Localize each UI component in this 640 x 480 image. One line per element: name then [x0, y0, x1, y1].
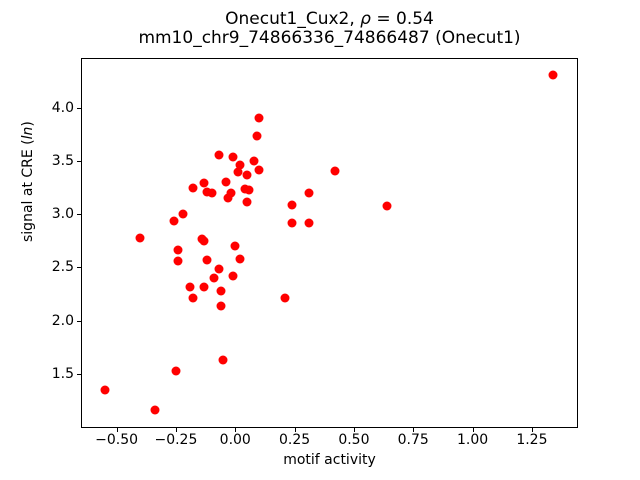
scatter-point — [216, 301, 226, 311]
scatter-point — [209, 273, 219, 283]
scatter-point — [207, 188, 217, 198]
scatter-point — [173, 256, 183, 266]
x-tick-label: −0.50 — [95, 432, 139, 448]
title-gene-pair: Onecut1_Cux2, — [225, 9, 361, 29]
y-tick — [77, 161, 81, 163]
x-tick-label: 1.00 — [456, 432, 489, 448]
scatter-point — [304, 188, 314, 198]
scatter-point — [280, 293, 290, 303]
y-label-close: ) — [20, 121, 36, 127]
rho-value: = 0.54 — [370, 9, 434, 29]
scatter-point — [202, 187, 212, 197]
scatter-point — [173, 245, 183, 255]
scatter-point — [249, 156, 259, 166]
x-tick-label: 0.25 — [278, 432, 311, 448]
x-tick-label: −0.25 — [154, 432, 198, 448]
scatter-point — [188, 293, 198, 303]
y-tick-label: 3.5 — [51, 153, 74, 170]
scatter-point — [214, 150, 224, 160]
scatter-point — [178, 209, 188, 219]
x-tick — [116, 428, 118, 432]
scatter-point — [287, 200, 297, 210]
x-tick — [413, 428, 415, 432]
scatter-point — [223, 193, 233, 203]
scatter-point — [188, 183, 198, 193]
y-tick — [77, 320, 81, 322]
chart-subtitle: mm10_chr9_74866336_74866487 (Onecut1) — [138, 28, 521, 48]
scatter-point — [228, 152, 238, 162]
x-tick — [531, 428, 533, 432]
chart-title-line1: Onecut1_Cux2, ρ = 0.54 — [81, 10, 578, 29]
scatter-point — [252, 131, 262, 141]
x-tick-label: 0.50 — [338, 432, 370, 448]
rho-symbol: ρ — [360, 9, 371, 29]
scatter-point — [235, 160, 245, 170]
x-tick — [353, 428, 355, 432]
scatter-point — [235, 254, 245, 264]
scatter-point — [100, 385, 110, 395]
scatter-point — [548, 70, 558, 80]
scatter-point — [202, 255, 212, 265]
x-tick — [472, 428, 474, 432]
scatter-point — [150, 405, 160, 415]
y-tick — [77, 107, 81, 109]
y-tick — [77, 373, 81, 375]
scatter-point — [199, 178, 209, 188]
scatter-point — [233, 167, 243, 177]
y-tick-label: 2.0 — [51, 312, 74, 329]
scatter-point — [254, 165, 264, 175]
scatter-point — [228, 271, 238, 281]
scatter-point — [169, 216, 179, 226]
y-tick-label: 2.5 — [51, 259, 74, 276]
x-tick — [175, 428, 177, 432]
y-tick-label: 4.0 — [51, 99, 74, 116]
scatter-point — [185, 282, 195, 292]
scatter-point — [382, 201, 392, 211]
x-tick — [235, 428, 237, 432]
scatter-point — [242, 197, 252, 207]
scatter-point — [226, 188, 235, 198]
scatter-point — [287, 218, 297, 228]
scatter-point — [230, 241, 240, 251]
x-tick-label: 0.00 — [219, 432, 251, 448]
scatter-point — [214, 264, 224, 274]
x-tick-label: 1.25 — [516, 432, 548, 448]
scatter-point — [218, 355, 228, 365]
scatter-point — [244, 185, 254, 195]
scatter-point — [330, 166, 340, 176]
scatter-point — [199, 282, 209, 292]
y-tick — [77, 267, 81, 269]
plot-area — [81, 58, 578, 428]
x-axis-label: motif activity — [283, 452, 376, 468]
scatter-point — [216, 286, 226, 296]
scatter-point — [242, 170, 252, 180]
chart-title: Onecut1_Cux2, ρ = 0.54 mm10_chr9_7486633… — [81, 10, 578, 48]
x-tick-label: 0.75 — [397, 432, 429, 448]
scatter-point — [304, 218, 314, 228]
y-tick-label: 1.5 — [51, 365, 74, 382]
y-tick — [77, 214, 81, 216]
scatter-point — [221, 177, 231, 187]
x-tick — [294, 428, 296, 432]
y-label-text: signal at CRE ( — [20, 139, 36, 242]
scatter-point — [240, 184, 250, 194]
scatter-point — [254, 113, 264, 123]
y-label-ln: ln — [20, 126, 36, 140]
y-tick-label: 3.0 — [51, 206, 74, 223]
scatter-point — [135, 233, 145, 243]
scatter-point — [199, 236, 209, 246]
scatter-point — [171, 366, 181, 376]
